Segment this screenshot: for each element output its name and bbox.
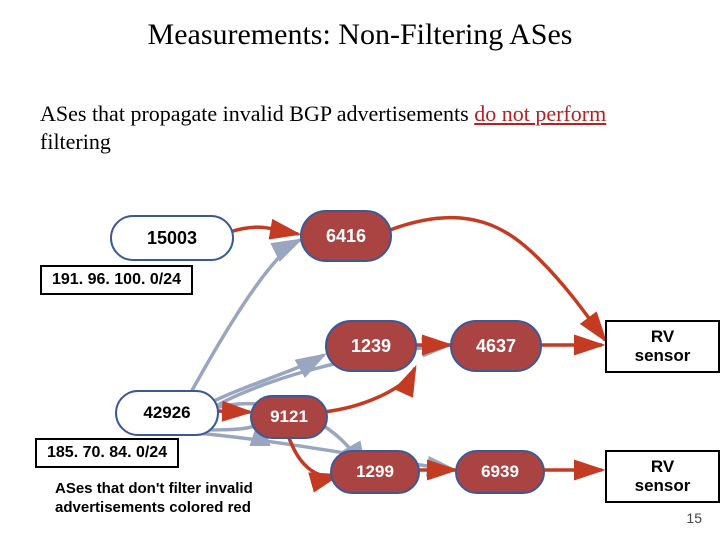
- as-node-42926: 42926: [115, 390, 219, 436]
- as-label: 15003: [147, 228, 197, 249]
- as-label: 6939: [481, 462, 519, 482]
- as-label: 1299: [356, 462, 394, 482]
- as-node-15003: 15003: [110, 215, 234, 261]
- as-label: 42926: [143, 403, 190, 423]
- rv-sensor-2: RV sensor: [605, 450, 720, 503]
- as-node-6939: 6939: [455, 450, 545, 494]
- as-node-9121: 9121: [250, 395, 328, 439]
- as-node-1239: 1239: [325, 320, 417, 372]
- as-label: 1239: [351, 336, 391, 357]
- footnote: ASes that don't filter invalid advertise…: [55, 480, 275, 518]
- rv-sensor-1: RV sensor: [605, 320, 720, 373]
- page-number: 15: [686, 510, 702, 526]
- prefix-box-2: 185. 70. 84. 0/24: [35, 438, 179, 468]
- as-node-1299: 1299: [330, 450, 420, 494]
- rv-label: RV sensor: [635, 327, 691, 365]
- as-node-4637: 4637: [450, 320, 542, 372]
- as-label: 6416: [326, 226, 366, 247]
- rv-label: RV sensor: [635, 457, 691, 495]
- as-node-6416: 6416: [300, 210, 392, 262]
- as-label: 4637: [476, 336, 516, 357]
- prefix-box-1: 191. 96. 100. 0/24: [40, 265, 193, 295]
- as-label: 9121: [270, 407, 308, 427]
